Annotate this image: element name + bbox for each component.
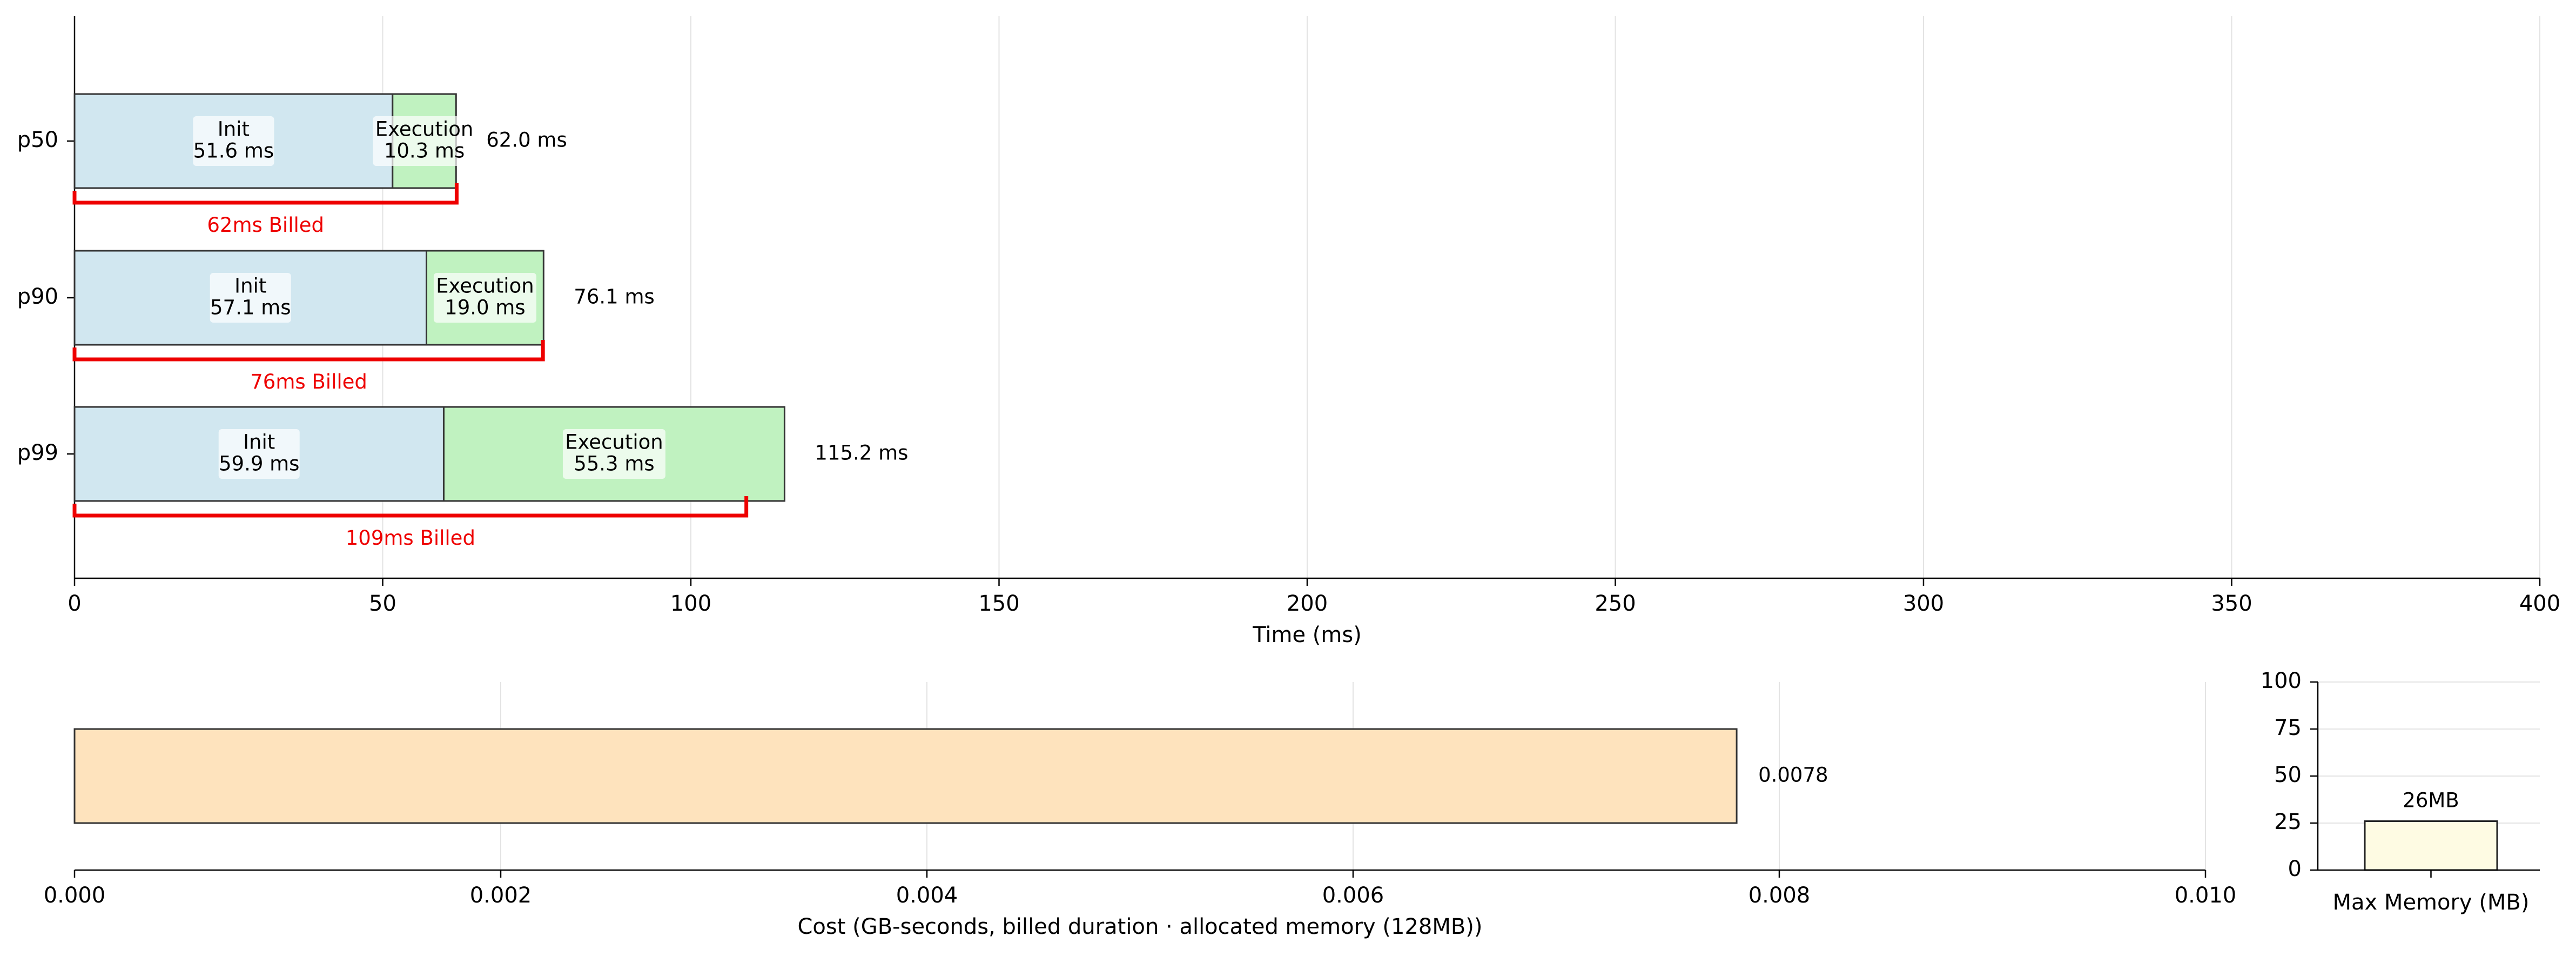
x-tick-label: 200	[1287, 591, 1328, 616]
x-tick-label: 0.008	[1748, 883, 1811, 908]
cost-value-label: 0.0078	[1758, 764, 1828, 787]
total-duration-label: 115.2 ms	[815, 442, 908, 465]
x-tick-label: Max Memory (MB)	[2333, 890, 2530, 915]
latency-chart: 0 50 100 150 200 250 300 350 400 Time (ms) p50 Init…	[17, 16, 2560, 647]
execution-label-box	[562, 429, 665, 479]
x-tick-label: 100	[670, 591, 711, 616]
billed-bracket	[72, 183, 459, 205]
billed-bracket	[72, 340, 545, 362]
execution-label-box	[433, 273, 536, 323]
init-label: Init 59.9 ms	[219, 431, 299, 476]
init-label-box	[210, 273, 291, 323]
total-duration-label: 62.0 ms	[486, 129, 567, 152]
billed-label: 62ms Billed	[207, 213, 324, 237]
y-tick-label: 0	[2288, 857, 2302, 881]
init-label: Init 57.1 ms	[210, 275, 291, 319]
execution-label: Execution 10.3 ms	[375, 118, 474, 163]
x-tick-label: 250	[1595, 591, 1636, 616]
init-label: Init 51.6 ms	[193, 118, 274, 163]
cost-chart: 0.000 0.002 0.004 0.006 0.008 0.010 0.0078 Cost…	[44, 682, 2237, 939]
x-tick-label: 0.006	[1322, 883, 1384, 908]
memory-chart: 0 25 50 75 100 26MB Max Memory (MB)	[2261, 668, 2540, 915]
total-duration-label: 76.1 ms	[574, 285, 654, 309]
y-tick-label: 25	[2274, 810, 2302, 834]
y-tick-label: p99	[17, 440, 58, 465]
x-tick-label: 50	[369, 591, 396, 616]
x-tick-label: 300	[1903, 591, 1944, 616]
init-label-box	[218, 429, 300, 479]
y-tick-label: 75	[2274, 716, 2302, 740]
y-tick-label: p90	[17, 284, 58, 309]
execution-bar	[442, 406, 785, 502]
init-label-box	[193, 116, 274, 166]
y-tick-label: 100	[2261, 668, 2302, 693]
x-tick-label: 0.002	[470, 883, 532, 908]
execution-label: Execution 55.3 ms	[565, 431, 663, 476]
x-axis-title: Cost (GB-seconds, billed duration · allo…	[797, 914, 1482, 939]
memory-bar	[2364, 820, 2498, 871]
x-tick-label: 0.004	[896, 883, 958, 908]
memory-value-label: 26MB	[2403, 789, 2459, 812]
billed-label: 109ms Billed	[346, 526, 475, 550]
execution-label: Execution 19.0 ms	[436, 275, 534, 319]
y-tick-label: p50	[17, 128, 58, 152]
cost-bar	[73, 728, 1738, 824]
x-tick-label: 0	[68, 591, 81, 616]
x-tick-label: 150	[978, 591, 1019, 616]
x-tick-label: 0.000	[44, 883, 106, 908]
execution-label-box	[373, 116, 476, 166]
billed-bracket	[72, 496, 749, 518]
x-tick-label: 350	[2211, 591, 2252, 616]
billed-label: 76ms Billed	[250, 370, 367, 393]
x-tick-label: 400	[2519, 591, 2560, 616]
x-axis-title: Time (ms)	[1252, 623, 1362, 647]
y-tick-label: 50	[2274, 763, 2302, 787]
x-tick-label: 0.010	[2175, 883, 2237, 908]
